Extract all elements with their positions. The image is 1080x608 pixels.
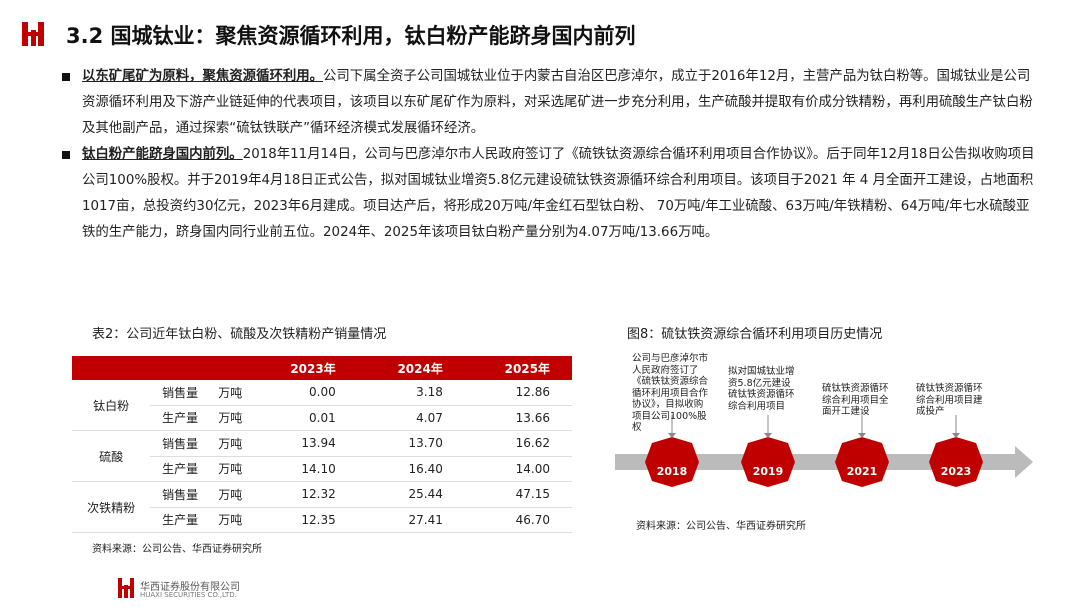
event-year: 2018 — [656, 465, 688, 478]
value-cell: 12.35 — [250, 507, 358, 533]
timeline — [615, 415, 1033, 487]
group-cell: 次铁精粉 — [72, 481, 151, 533]
value-cell: 12.32 — [250, 481, 358, 508]
year-header: 2025年 — [464, 356, 572, 380]
value-cell: 0.00 — [250, 380, 358, 406]
table-row: 钛白粉 销售量 万吨 0.00 3.18 12.86 — [72, 380, 572, 431]
value-cell: 13.66 — [464, 405, 572, 431]
title: 3.2 国城钛业：聚焦资源循环利用，钛白粉产能跻身国内前列 — [66, 24, 636, 48]
table-row: 生产量 万吨 14.10 16.40 14.00 — [72, 456, 572, 482]
bullet: 以东矿尾矿为原料，聚焦资源循环利用。公司下属全资子公司国城钛业位于内蒙古自治区巴… — [60, 64, 1035, 142]
event-text: 硫钛铁资源循环综合利用项目建成投产 — [916, 383, 983, 417]
value-cell: 46.70 — [464, 507, 572, 533]
item-cell: 生产量 — [150, 456, 210, 482]
unit-cell: 万吨 — [209, 430, 251, 457]
value-cell: 3.18 — [357, 380, 465, 406]
figure-title: 图8：硫钛铁资源综合循环利用项目历史情况 — [627, 327, 883, 342]
table-row: 硫酸 销售量 万吨 13.94 13.70 16.62 — [72, 430, 572, 482]
figure-source: 资料来源：公司公告、华西证券研究所 — [636, 521, 806, 532]
footer-logo — [118, 578, 134, 598]
group-cell: 钛白粉 — [72, 380, 151, 431]
group-cell: 硫酸 — [72, 430, 151, 482]
value-cell: 14.10 — [250, 456, 358, 482]
table-source: 资料来源：公司公告、华西证券研究所 — [92, 544, 262, 555]
value-cell: 25.44 — [357, 481, 465, 508]
event-text: 公司与巴彦淖尔市人民政府签订了《硫铁钛资源综合循环利用项目合作协议》，目拟收购项… — [632, 353, 709, 433]
year-header: 2023年 — [250, 356, 358, 380]
item-cell: 销售量 — [150, 430, 210, 457]
item-cell: 生产量 — [150, 507, 210, 533]
bullet: 钛白粉产能跻身国内前列。2018年11月14日，公司与巴彦淖尔市人民政府签订了《… — [60, 142, 1035, 246]
value-cell: 16.62 — [464, 430, 572, 457]
table-row: 次铁精粉 销售量 万吨 12.32 25.44 47.15 — [72, 481, 572, 533]
event-year: 2019 — [752, 465, 784, 478]
bullet-lead: 以东矿尾矿为原料，聚焦资源循环利用。 — [82, 69, 324, 84]
unit-cell: 万吨 — [209, 481, 251, 508]
item-cell: 销售量 — [150, 481, 210, 508]
item-cell: 销售量 — [150, 380, 210, 406]
value-cell: 13.70 — [357, 430, 465, 457]
unit-cell: 万吨 — [209, 507, 251, 533]
bullets: 以东矿尾矿为原料，聚焦资源循环利用。公司下属全资子公司国城钛业位于内蒙古自治区巴… — [60, 64, 1035, 246]
value-cell: 16.40 — [357, 456, 465, 482]
bullet-text: 2018年11月14日，公司与巴彦淖尔市人民政府签订了《硫铁钛资源综合循环利用项… — [82, 147, 1035, 240]
year-header: 2024年 — [357, 356, 465, 380]
footer-company-en: HUAXI SECURITIES CO.,LTD. — [140, 591, 237, 599]
bullet-lead: 钛白粉产能跻身国内前列。 — [82, 147, 243, 162]
event-text: 拟对国城钛业增资5.8亿元建设硫钛铁资源循环综合利用项目 — [728, 366, 795, 412]
unit-cell: 万吨 — [209, 456, 251, 482]
header-blank — [72, 356, 251, 380]
table-row: 生产量 万吨 12.35 27.41 46.70 — [72, 507, 572, 533]
value-cell: 12.86 — [464, 380, 572, 406]
unit-cell: 万吨 — [209, 405, 251, 431]
table-title: 表2：公司近年钛白粉、硫酸及次铁精粉产销量情况 — [92, 327, 387, 342]
event-year: 2023 — [940, 465, 972, 478]
bullet-text: 公司下属全资子公司国城钛业位于内蒙古自治区巴彦淖尔，成立于2016年12月，主营… — [82, 69, 1033, 136]
value-cell: 13.94 — [250, 430, 358, 457]
value-cell: 27.41 — [357, 507, 465, 533]
unit-cell: 万吨 — [209, 380, 251, 406]
table: 2023年 2024年 2025年 钛白粉 销售量 万吨 0.00 3.18 12.86 生产量万… — [72, 356, 572, 533]
value-cell: 47.15 — [464, 481, 572, 508]
footer-company: 华西证券股份有限公司 — [140, 582, 240, 593]
value-cell: 0.01 — [250, 405, 358, 431]
value-cell: 14.00 — [464, 456, 572, 482]
table-row: 生产量 万吨 0.01 4.07 13.66 — [72, 405, 572, 431]
value-cell: 4.07 — [357, 405, 465, 431]
logo-icon — [22, 22, 44, 46]
event-year: 2021 — [846, 465, 878, 478]
item-cell: 生产量 — [150, 405, 210, 431]
event-text: 硫钛铁资源循环综合利用项目全面开工建设 — [822, 383, 889, 417]
